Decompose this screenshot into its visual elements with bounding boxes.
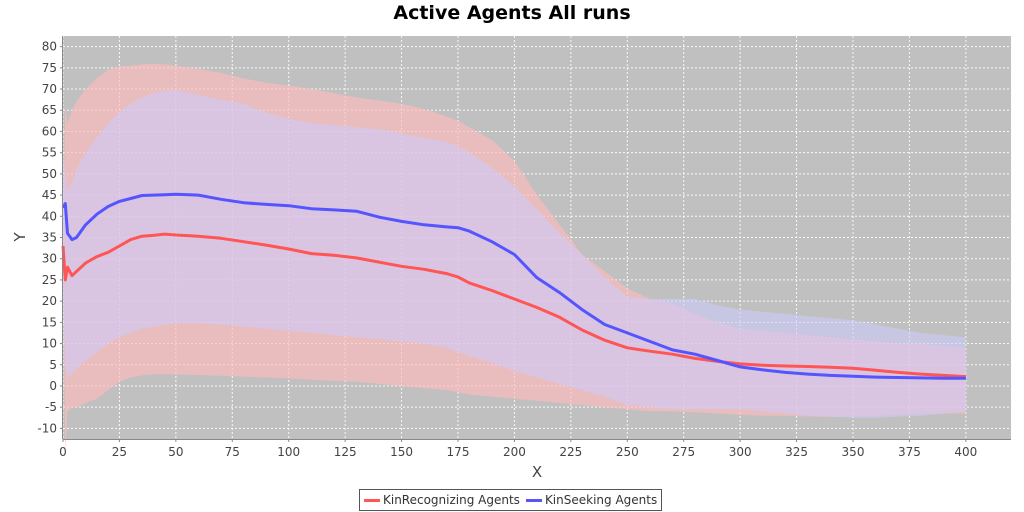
y-tick-label: 0 (49, 379, 57, 393)
y-tick-label: 80 (42, 40, 57, 54)
x-tick-label: 400 (954, 445, 977, 459)
y-tick-label: 65 (42, 103, 57, 117)
y-tick-label: 15 (42, 315, 57, 329)
legend-swatch-kinrecognizing (364, 498, 380, 502)
legend-label-kinseeking: KinSeeking Agents (544, 493, 658, 507)
x-tick-label: 350 (842, 445, 865, 459)
x-tick-label: 325 (785, 445, 808, 459)
y-tick-label: 50 (42, 167, 57, 181)
x-tick-label: 50 (168, 445, 183, 459)
x-tick-label: 250 (616, 445, 639, 459)
legend-label-kinrecognizing: KinRecognizing Agents (383, 493, 520, 507)
y-tick-label: 40 (42, 209, 57, 223)
axis-layer: 0 25 50 75 100 125 150 175 200 225 250 275 300 325 350… (37, 36, 1011, 459)
x-tick-label: 300 (729, 445, 752, 459)
series-line-0 (61, 232, 966, 379)
y-tick-label: 20 (42, 294, 57, 308)
y-tick-label: 5 (49, 358, 57, 372)
legend-entry-kinseeking: KinSeeking Agents (525, 493, 658, 507)
legend-swatch-kinseeking (525, 498, 542, 502)
x-tick-label: 125 (334, 445, 357, 459)
x-tick-label: 25 (112, 445, 127, 459)
y-tick-label: 10 (42, 337, 57, 351)
y-tick-label: 45 (42, 188, 57, 202)
legend: KinRecognizing Agents KinSeeking Agents (359, 489, 663, 511)
y-tick-label: 60 (42, 124, 57, 138)
y-tick-label: 35 (42, 231, 57, 245)
y-tick-label: 55 (42, 146, 57, 160)
y-tick-label: 70 (42, 82, 57, 96)
x-tick-label: 275 (672, 445, 695, 459)
x-tick-label: 225 (559, 445, 582, 459)
y-tick-label: -10 (37, 421, 57, 435)
y-tick-label: 30 (42, 252, 57, 266)
x-tick-label: 0 (59, 445, 67, 459)
y-tick-label: -5 (45, 400, 57, 414)
y-tick-label: 25 (42, 273, 57, 287)
x-tick-label: 75 (225, 445, 240, 459)
y-axis-title: Y (11, 232, 29, 243)
x-tick-label: 150 (390, 445, 413, 459)
x-tick-label: 375 (898, 445, 921, 459)
y-tick-label: 75 (42, 61, 57, 75)
line-layer (61, 192, 966, 380)
x-tick-label: 175 (447, 445, 470, 459)
x-tick-label: 100 (277, 445, 300, 459)
x-tick-label: 200 (503, 445, 526, 459)
legend-entry-kinrecognizing: KinRecognizing Agents (364, 493, 520, 507)
series-line-1 (61, 192, 966, 380)
chart-title: Active Agents All runs (393, 2, 631, 24)
x-axis-title: X (532, 463, 542, 481)
